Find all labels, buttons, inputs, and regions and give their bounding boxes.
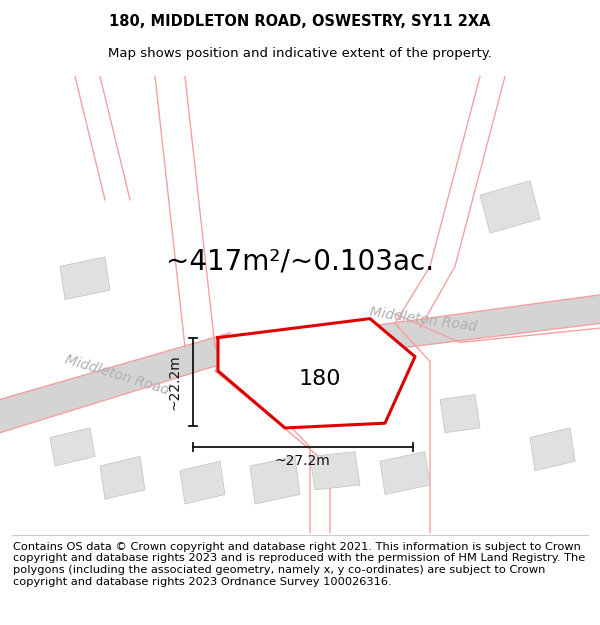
- Polygon shape: [60, 257, 110, 299]
- Text: Contains OS data © Crown copyright and database right 2021. This information is : Contains OS data © Crown copyright and d…: [13, 542, 586, 586]
- Polygon shape: [480, 181, 540, 233]
- Polygon shape: [180, 461, 225, 504]
- Polygon shape: [218, 319, 415, 428]
- Text: ~417m²/~0.103ac.: ~417m²/~0.103ac.: [166, 248, 434, 276]
- Text: Middleton Road: Middleton Road: [369, 305, 478, 334]
- Polygon shape: [530, 428, 575, 471]
- Text: ~27.2m: ~27.2m: [274, 454, 330, 468]
- Polygon shape: [440, 394, 480, 432]
- Text: 180: 180: [299, 369, 341, 389]
- Text: Middleton Road: Middleton Road: [63, 352, 170, 398]
- Polygon shape: [280, 376, 350, 414]
- Polygon shape: [380, 452, 430, 494]
- Polygon shape: [215, 295, 600, 371]
- Polygon shape: [0, 333, 230, 432]
- Text: ~22.2m: ~22.2m: [168, 354, 182, 410]
- Text: 180, MIDDLETON ROAD, OSWESTRY, SY11 2XA: 180, MIDDLETON ROAD, OSWESTRY, SY11 2XA: [109, 14, 491, 29]
- Text: Map shows position and indicative extent of the property.: Map shows position and indicative extent…: [108, 48, 492, 60]
- Polygon shape: [100, 456, 145, 499]
- Polygon shape: [250, 456, 300, 504]
- Polygon shape: [50, 428, 95, 466]
- Polygon shape: [310, 452, 360, 490]
